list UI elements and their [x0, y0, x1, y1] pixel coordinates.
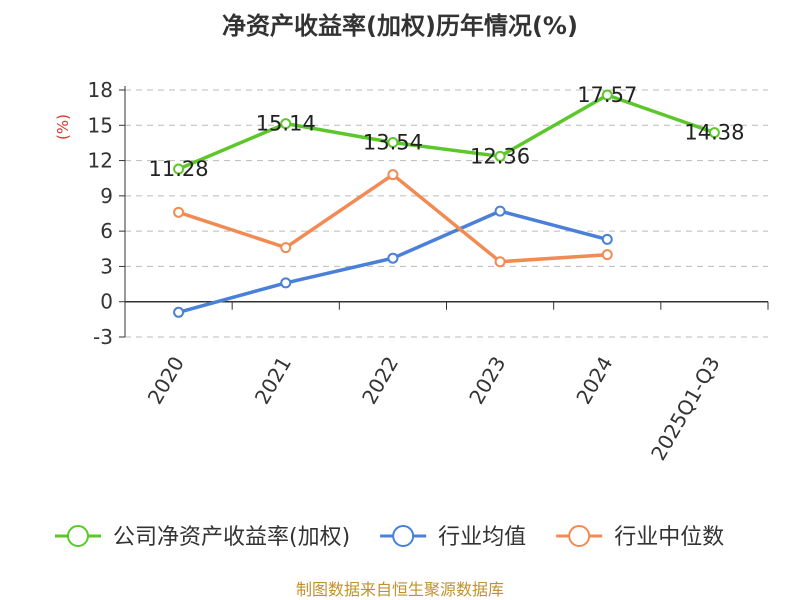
x-tick-label: 2024	[571, 352, 617, 408]
x-tick-label: 2022	[357, 352, 403, 408]
data-point	[494, 150, 506, 162]
x-tick-label: 2023	[464, 352, 510, 408]
data-point	[173, 306, 185, 318]
legend-marker	[568, 525, 591, 547]
y-tick-label: 6	[100, 219, 113, 243]
data-point	[601, 249, 613, 261]
series-line	[176, 172, 610, 264]
y-axis-unit-label: (%)	[54, 114, 72, 140]
data-point	[601, 89, 613, 101]
data-label: 11.28	[149, 157, 209, 181]
series-line	[176, 93, 717, 171]
legend-label: 行业均值	[438, 525, 526, 550]
data-point	[708, 127, 720, 139]
series-0	[173, 89, 720, 175]
data-point	[280, 118, 292, 130]
data-point	[387, 136, 399, 148]
y-tick-label: 15	[88, 113, 113, 137]
chart-title: 净资产收益率(加权)历年情况(%)	[222, 12, 578, 40]
data-point	[173, 206, 185, 218]
legend-marker	[392, 525, 415, 547]
data-point	[494, 205, 506, 217]
x-tick-label: 2025Q1-Q3	[646, 352, 725, 464]
y-tick-label: -3	[93, 325, 113, 349]
data-point	[387, 252, 399, 264]
y-tick-label: 0	[100, 290, 113, 314]
data-point	[601, 233, 613, 245]
x-tick-label: 2021	[250, 352, 296, 408]
legend-label: 行业中位数	[614, 525, 724, 550]
y-tick-label: 3	[100, 254, 113, 278]
series-2	[173, 169, 613, 268]
data-label: 17.57	[577, 83, 637, 107]
y-tick-label: 12	[88, 149, 113, 173]
data-point	[280, 277, 292, 289]
legend-item: 行业均值	[380, 525, 526, 550]
series-layer	[173, 89, 720, 318]
legend: 公司净资产收益率(加权) 行业均值 行业中位数	[55, 525, 724, 550]
data-source-note: 制图数据来自恒生聚源数据库	[296, 580, 504, 599]
legend-item: 公司净资产收益率(加权)	[55, 525, 350, 550]
y-tick-label: 9	[100, 184, 113, 208]
series-1	[173, 205, 613, 318]
data-point	[494, 256, 506, 268]
data-label: 12.36	[470, 144, 530, 168]
x-tick-label: 2020	[143, 352, 189, 408]
legend-marker	[67, 525, 89, 547]
grid-layer	[125, 89, 768, 338]
legend-item: 行业中位数	[556, 525, 724, 550]
axis-layer: -3 0 3 6 9 12 15 18 2020 2021 2022 2023 2024 2025Q1-Q…	[88, 78, 769, 464]
data-point	[173, 163, 185, 175]
legend-label: 公司净资产收益率(加权)	[113, 525, 350, 550]
data-label: 15.14	[256, 112, 316, 136]
y-tick-label: 18	[88, 78, 113, 102]
data-point	[387, 169, 399, 181]
data-label-layer: 11.28 15.14 13.54 12.36 17.57 14.38	[149, 83, 745, 181]
data-label: 13.54	[363, 130, 423, 154]
data-point	[280, 242, 292, 254]
data-label: 14.38	[684, 121, 744, 145]
